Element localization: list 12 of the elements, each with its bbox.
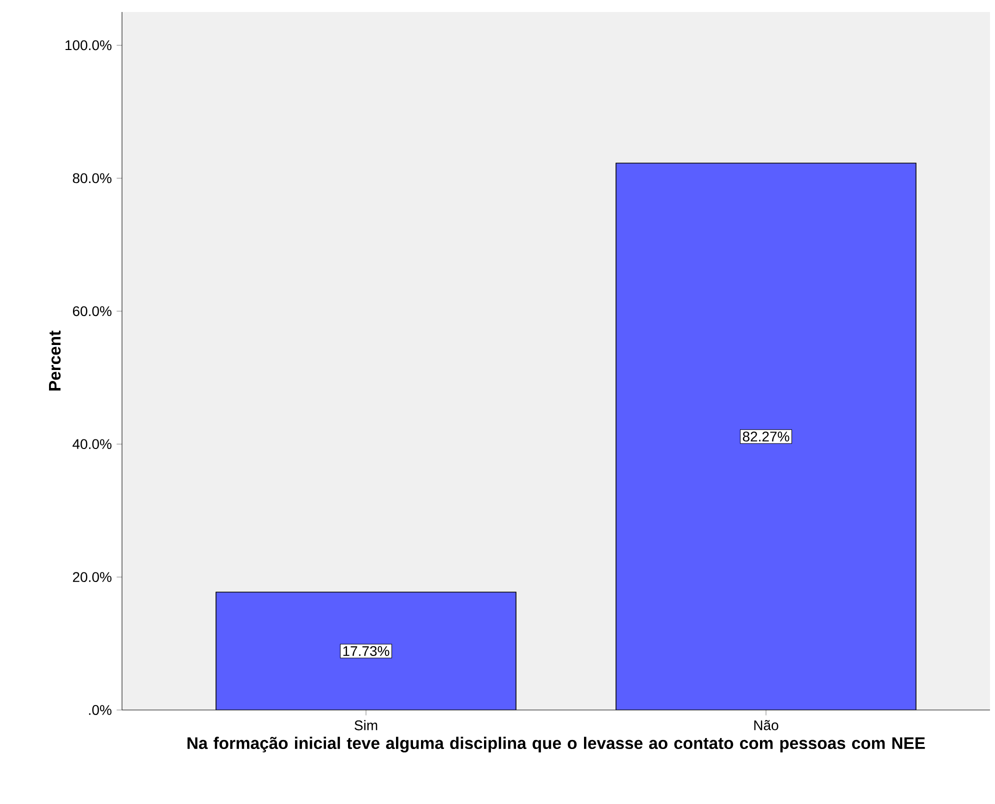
y-tick-label: 40.0% [72,439,112,450]
y-tick-label: 60.0% [72,306,112,316]
y-tick-label: 20.0% [72,572,112,582]
data-label: 17.73% [343,646,390,656]
x-axis-title: Na formação inicial teve alguma disciplina que o levasse ao contato com pessoas com NEE [188,736,925,752]
x-tick-label: Não [754,720,778,730]
data-label: 82.27% [742,432,790,442]
x-tick-label: Sim [354,720,378,730]
y-tick-label: .0% [89,705,112,715]
y-axis-title: Percent [49,330,61,390]
y-tick-label: 100.0% [66,40,112,50]
y-tick-label: 80.0% [72,173,112,184]
